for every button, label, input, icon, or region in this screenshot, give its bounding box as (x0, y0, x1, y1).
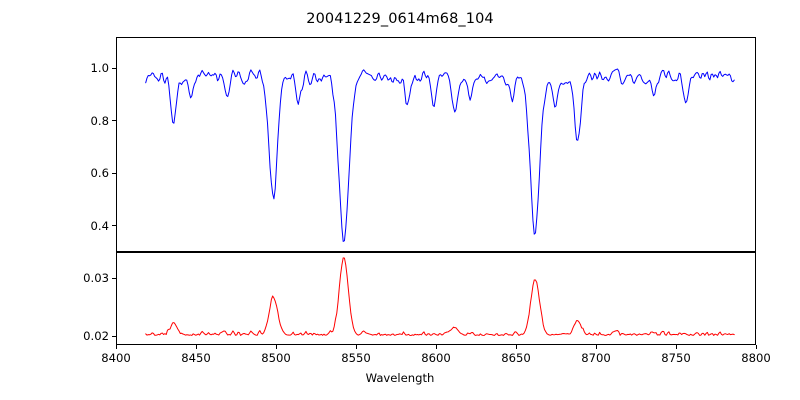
xtick-label-7: 8750 (661, 351, 691, 365)
spectrum-line-series (117, 38, 755, 251)
xtick-mark-5 (515, 345, 517, 349)
ytick-mark-spectrum-0 (112, 225, 116, 227)
xtick-mark-0 (115, 345, 117, 349)
xtick-label-1: 8450 (181, 351, 211, 365)
ytick-label-spectrum-0: 0.4 (90, 218, 109, 233)
xtick-mark-8 (755, 345, 757, 349)
ytick-mark-spectrum-1 (112, 172, 116, 174)
xtick-mark-1 (195, 345, 197, 349)
xtick-label-4: 8600 (421, 351, 451, 365)
xtick-mark-3 (355, 345, 357, 349)
error-plot-panel (116, 252, 756, 345)
ytick-mark-error-0 (112, 335, 116, 337)
ytick-label-spectrum-3: 1.0 (90, 61, 109, 76)
xtick-label-2: 8500 (261, 351, 291, 365)
chart-title: 20041229_0614m68_104 (306, 11, 494, 27)
xtick-label-5: 8650 (501, 351, 531, 365)
xtick-label-8: 8800 (741, 351, 771, 365)
xtick-mark-6 (595, 345, 597, 349)
error-line-series (117, 253, 755, 344)
ytick-label-spectrum-2: 0.8 (90, 113, 109, 128)
ytick-mark-spectrum-3 (112, 67, 116, 70)
ytick-label-error-0: 0.02 (83, 329, 109, 344)
xtick-mark-4 (435, 345, 437, 349)
ytick-mark-error-1 (112, 277, 116, 279)
xtick-label-0: 8400 (101, 351, 131, 365)
ytick-mark-spectrum-2 (112, 120, 116, 122)
x-axis-label: Wavelength (365, 371, 435, 385)
xtick-label-6: 8700 (581, 351, 611, 365)
xtick-label-3: 8550 (341, 351, 371, 365)
ytick-label-spectrum-1: 0.6 (90, 166, 109, 181)
xtick-mark-2 (275, 345, 277, 349)
ytick-label-error-1: 0.03 (83, 271, 109, 286)
xtick-mark-7 (675, 345, 677, 349)
spectrum-plot-panel (116, 37, 756, 252)
